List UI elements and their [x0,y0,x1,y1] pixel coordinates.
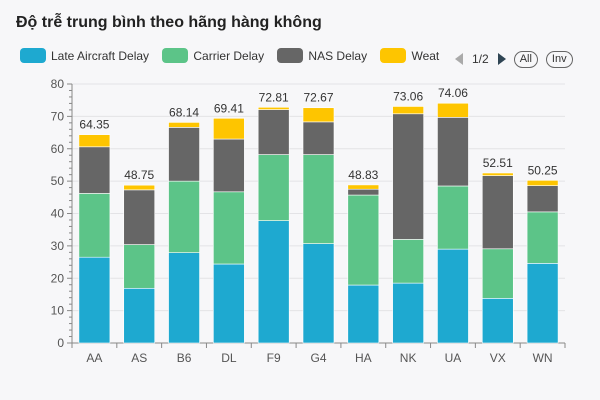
bar-segment-ua-3 [437,102,469,118]
x-tick-label: VX [490,351,506,365]
bar-segment-vx-3 [481,172,514,176]
legend-swatch [380,48,407,63]
total-value-label: 48.83 [348,168,378,182]
bar-segment-aa-3 [78,134,111,148]
x-tick-label: DL [221,351,237,365]
y-tick-label: 10 [51,304,65,318]
legend-pager: 1/2 All Inv [455,48,573,70]
total-value-label: 72.67 [303,91,333,105]
legend-label: NAS Delay [308,48,368,63]
bar-segment-nk-1 [392,239,424,284]
total-value-label: 52.51 [483,156,513,170]
x-tick-label: WN [533,351,553,365]
legend-item-carrier[interactable]: Carrier Delay [162,48,264,63]
legend-item-weather[interactable]: Weat [380,48,439,63]
legend-label: Weat [411,48,440,63]
x-tick-label: NK [400,351,417,365]
next-page-icon[interactable] [497,53,506,65]
legend-label: Carrier Delay [193,48,265,63]
inverse-selection-button[interactable]: Inv [545,50,573,68]
bar-segment-wn-0 [526,263,559,344]
bar-segment-dl-2 [213,138,245,193]
y-tick-label: 40 [51,207,65,221]
chart-title: Độ trễ trung bình theo hãng hàng không [16,14,322,31]
bar-segment-as-0 [123,287,156,344]
bar-segment-g4-0 [302,243,335,344]
legend-swatch [277,48,304,63]
y-tick-label: 80 [51,77,65,91]
legend-item-late-aircraft[interactable]: Late Aircraft Delay [20,48,149,63]
total-value-label: 74.06 [438,86,468,100]
bar-segment-b6-0 [168,252,200,344]
bar-segment-f9-2 [257,109,290,155]
bar-segment-nk-2 [392,113,424,240]
x-tick-label: AS [131,351,147,365]
bar-segment-ua-2 [437,117,469,187]
bar-segment-nk-3 [392,106,424,115]
bar-segment-wn-3 [526,180,559,186]
y-tick-label: 20 [51,271,65,285]
bar-segment-ua-1 [437,185,469,250]
total-value-label: 50.25 [528,163,558,177]
bar-segment-vx-1 [481,248,514,299]
total-value-label: 73.06 [393,89,423,103]
legend-label: Late Aircraft Delay [51,48,150,63]
bar-segment-f9-1 [257,154,290,221]
legend: Late Aircraft Delay Carrier Delay NAS De… [20,48,450,70]
bar-segment-b6-1 [168,180,200,253]
select-all-button[interactable]: All [513,50,538,68]
bar-segment-b6-2 [168,127,200,182]
bar-segment-nk-0 [392,282,424,344]
bar-segment-f9-0 [257,220,290,344]
bar-segment-as-3 [123,184,156,191]
total-value-label: 64.35 [79,118,109,132]
bar-segment-ha-1 [347,194,380,286]
bar-segment-dl-3 [213,117,245,140]
bar-segment-g4-1 [302,154,335,244]
bar-segment-vx-2 [481,175,514,250]
bar-segment-dl-1 [213,191,245,265]
x-tick-label: UA [445,351,462,365]
x-tick-label: AA [86,351,102,365]
bar-segment-ha-2 [347,188,380,196]
page-indicator: 1/2 [472,52,489,66]
bar-segment-ua-0 [437,248,469,344]
prev-page-icon[interactable] [455,53,463,65]
x-tick-label: G4 [310,351,326,365]
x-tick-label: HA [355,351,372,365]
y-tick-label: 50 [51,174,65,188]
bar-segment-b6-3 [168,122,200,128]
bar-segment-vx-0 [481,298,514,344]
bar-segment-f9-3 [257,106,290,110]
total-value-label: 69.41 [214,101,244,115]
bar-segment-dl-0 [213,263,245,344]
x-tick-label: F9 [267,351,281,365]
bar-segment-ha-0 [347,284,380,344]
y-tick-label: 70 [51,109,65,123]
bar-segment-as-2 [123,189,156,245]
total-value-label: 48.75 [124,168,154,182]
total-value-label: 68.14 [169,105,199,119]
bar-segment-ha-3 [347,184,380,190]
y-tick-label: 30 [51,239,65,253]
bar-segment-aa-0 [78,256,111,344]
y-tick-label: 60 [51,142,65,156]
total-value-label: 72.81 [259,90,289,104]
bar-segment-aa-1 [78,193,111,258]
bar-segment-as-1 [123,244,156,289]
bar-segment-wn-2 [526,185,559,213]
bar-segment-wn-1 [526,211,559,264]
bar-segment-aa-2 [78,146,111,194]
legend-swatch [20,48,46,63]
bar-segment-g4-2 [302,121,335,155]
bar-segment-g4-3 [302,107,335,123]
legend-swatch [162,48,189,63]
y-tick-label: 0 [57,336,64,350]
x-tick-label: B6 [177,351,192,365]
legend-item-nas[interactable]: NAS Delay [277,48,367,63]
